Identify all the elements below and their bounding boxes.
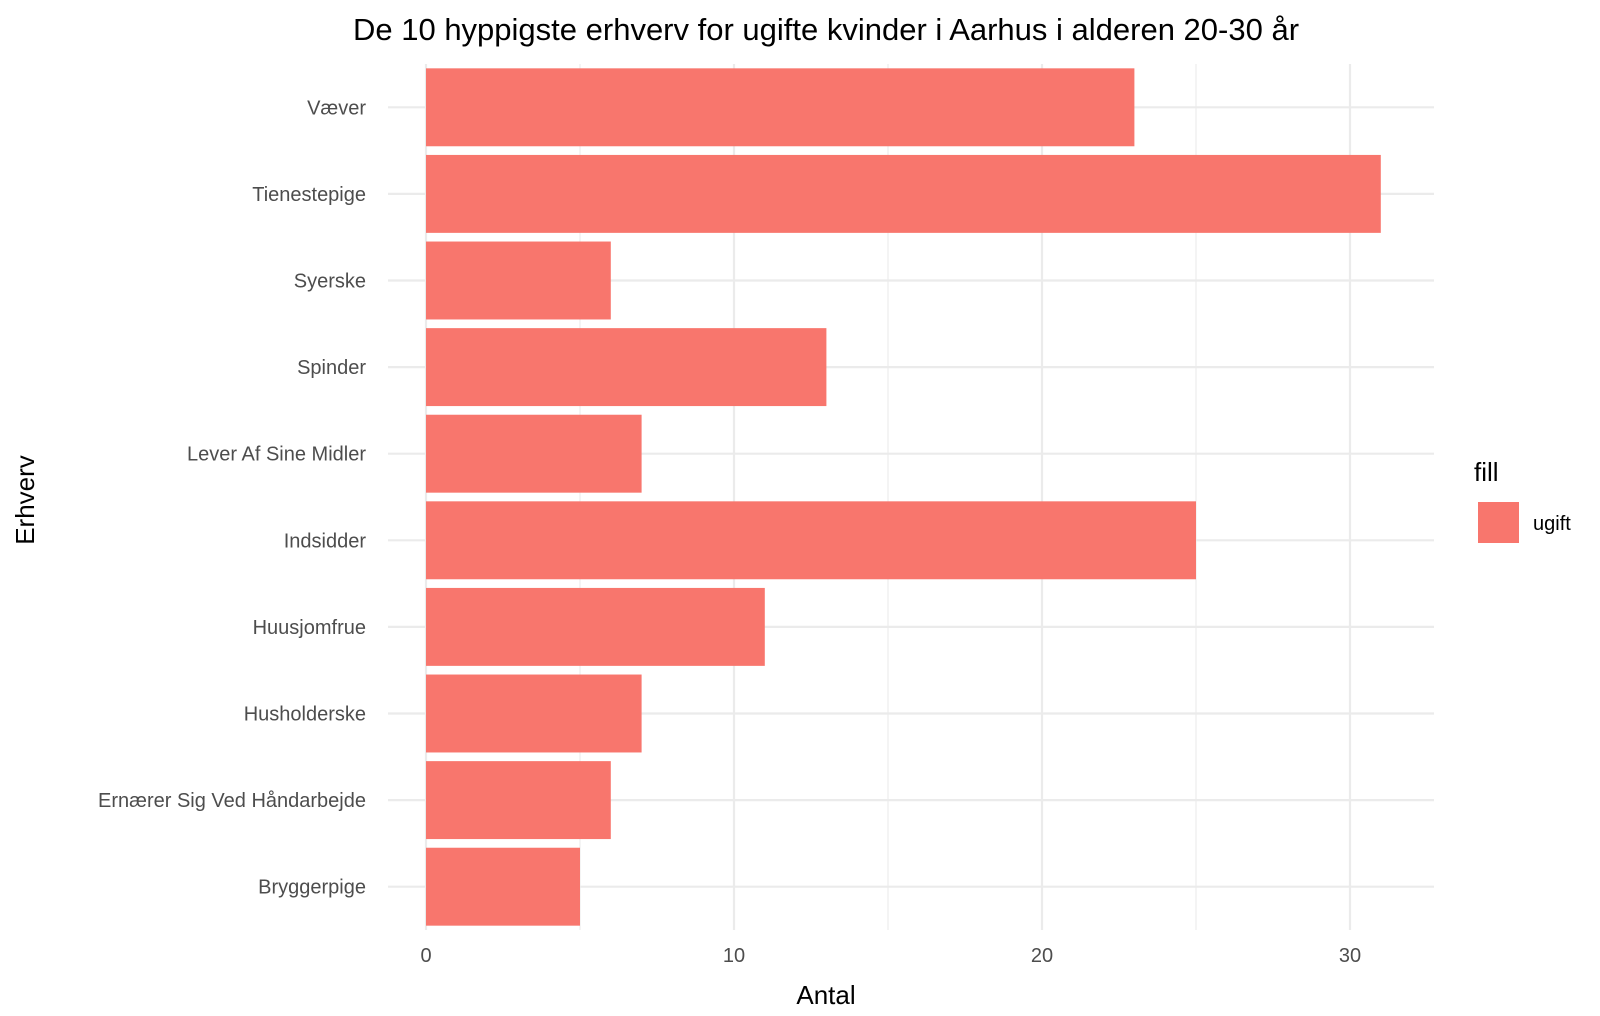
x-tick-label: 20 (1031, 945, 1053, 967)
y-tick-label: Væver (307, 97, 366, 119)
y-tick-label: Huusjomfrue (253, 617, 366, 639)
y-tick-label: Lever Af Sine Midler (187, 444, 366, 466)
y-tick-label: Spinder (297, 357, 366, 379)
bar-8 (426, 761, 611, 840)
y-tick-label: Husholderske (244, 704, 366, 726)
y-axis-ticks: Væver Tienestepige Syerske Spinder Lever Af … (98, 97, 366, 898)
legend-label-ugift: ugift (1533, 513, 1571, 535)
bar-3 (426, 328, 827, 407)
x-tick-label: 10 (723, 945, 745, 967)
bar-6 (426, 587, 765, 666)
legend-swatch-ugift (1478, 502, 1519, 543)
bar-7 (426, 674, 642, 753)
x-tick-label: 0 (420, 945, 431, 967)
legend-title: fill (1474, 457, 1499, 487)
y-tick-label: Tienestepige (252, 184, 366, 206)
x-axis-title: Antal (796, 980, 855, 1010)
bar-1 (426, 154, 1381, 233)
y-tick-label: Syerske (294, 271, 366, 293)
bar-5 (426, 501, 1196, 580)
legend: fill ugift (1474, 457, 1571, 543)
bars (426, 68, 1381, 926)
y-tick-label: Bryggerpige (258, 877, 366, 899)
y-axis-title: Erhverv (10, 455, 40, 545)
x-axis-ticks: 0 10 20 30 (420, 945, 1361, 967)
bar-0 (426, 68, 1135, 147)
bar-4 (426, 414, 642, 493)
bar-9 (426, 847, 580, 926)
bar-2 (426, 241, 611, 320)
y-tick-label: Ernærer Sig Ved Håndarbejde (98, 790, 366, 812)
y-tick-label: Indsidder (284, 530, 367, 552)
chart-title: De 10 hyppigste erhverv for ugifte kvind… (353, 12, 1299, 47)
x-tick-label: 30 (1339, 945, 1361, 967)
